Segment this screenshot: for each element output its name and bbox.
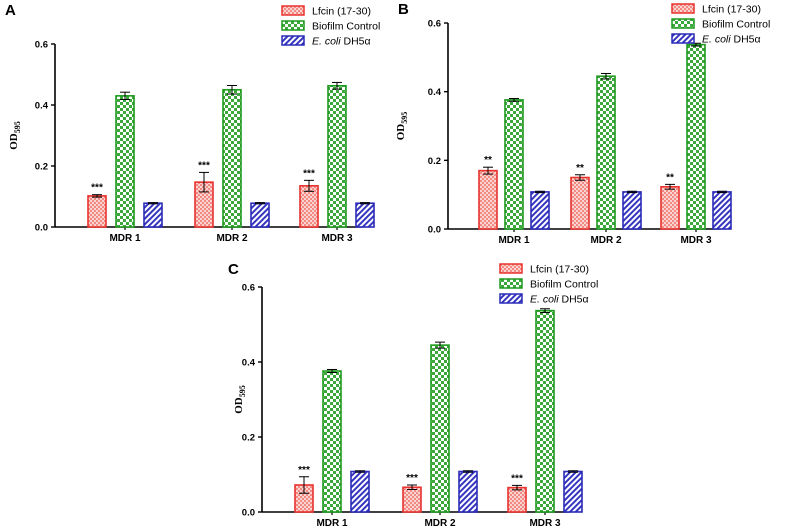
legend-swatch bbox=[671, 3, 695, 14]
legend-swatch bbox=[499, 278, 523, 289]
significance-label: *** bbox=[511, 473, 523, 484]
panel-b: B 0.0 0.2 0.4 0.6 OD595 MDR 1 MDR 2 MDR 3 ** ** ** L… bbox=[395, 1, 770, 246]
y-tick-label: 0.6 bbox=[242, 283, 255, 294]
legend-label: Biofilm Control bbox=[702, 19, 770, 31]
bar bbox=[530, 191, 550, 230]
y-axis-label: OD595 bbox=[8, 121, 22, 150]
bar bbox=[143, 202, 163, 228]
significance-label: ** bbox=[576, 163, 584, 174]
bar bbox=[402, 486, 422, 513]
y-tick-label: 0.4 bbox=[35, 101, 49, 112]
significance-label: ** bbox=[484, 155, 492, 166]
y-axis-label-subscript: 595 bbox=[400, 112, 409, 124]
bar bbox=[563, 470, 583, 513]
y-tick-label: 0.2 bbox=[428, 156, 441, 167]
y-tick-label: 0.6 bbox=[35, 40, 48, 51]
x-tick-label: MDR 1 bbox=[109, 233, 141, 244]
legend-label-italic: E. coli bbox=[530, 294, 559, 306]
legend-label: Lfcin (17-30) bbox=[530, 264, 589, 276]
y-axis-label-subscript: 595 bbox=[13, 121, 22, 133]
panel-c: C 0.0 0.2 0.4 0.6 OD595 MDR 1 MDR 2 MDR 3 *** *** *… bbox=[228, 261, 598, 526]
x-tick-label: MDR 2 bbox=[590, 235, 622, 246]
legend-label: E. coli DH5α bbox=[702, 34, 761, 46]
y-axis-label: OD595 bbox=[233, 385, 247, 414]
legend-swatch bbox=[671, 18, 695, 29]
bar bbox=[250, 202, 270, 228]
bar bbox=[115, 95, 135, 228]
significance-label: *** bbox=[298, 465, 310, 476]
legend-swatch bbox=[281, 20, 305, 31]
bar bbox=[350, 470, 370, 513]
bar bbox=[327, 84, 347, 228]
legend-label: E. coli DH5α bbox=[530, 294, 589, 306]
bar bbox=[322, 370, 342, 513]
y-tick-label: 0.0 bbox=[428, 225, 441, 236]
x-tick-label: MDR 3 bbox=[529, 518, 561, 526]
bar bbox=[504, 99, 524, 230]
panel-label: A bbox=[5, 2, 16, 19]
legend-label-italic: E. coli bbox=[312, 36, 341, 48]
significance-label: ** bbox=[666, 172, 674, 183]
bar bbox=[430, 344, 450, 513]
x-tick-label: MDR 3 bbox=[680, 235, 712, 246]
legend-label: Lfcin (17-30) bbox=[312, 6, 371, 18]
legend-label: Biofilm Control bbox=[312, 21, 380, 33]
y-axis-label: OD595 bbox=[395, 112, 409, 141]
bar bbox=[87, 195, 107, 228]
panel-label: C bbox=[228, 261, 239, 278]
legend-swatch bbox=[499, 293, 523, 304]
legend-swatch bbox=[671, 33, 695, 44]
bar bbox=[299, 185, 319, 228]
y-axis-label-subscript: 595 bbox=[238, 385, 247, 397]
panel-a: A 0.0 0.2 0.4 0.6 OD595 MDR 1 MDR 2 MDR 3 *** *** *… bbox=[5, 2, 380, 244]
y-tick-label: 0.4 bbox=[242, 358, 256, 369]
y-tick-label: 0.4 bbox=[428, 87, 442, 98]
bar bbox=[596, 75, 616, 230]
bar bbox=[622, 191, 642, 230]
legend-swatch bbox=[499, 263, 523, 274]
x-tick-label: MDR 1 bbox=[316, 518, 348, 526]
significance-label: *** bbox=[303, 168, 315, 179]
bar bbox=[478, 169, 498, 230]
panel-label: B bbox=[398, 1, 409, 18]
bar bbox=[222, 88, 242, 228]
significance-label: *** bbox=[91, 183, 103, 194]
bar bbox=[535, 309, 555, 513]
y-tick-label: 0.0 bbox=[35, 223, 48, 234]
bar bbox=[686, 43, 706, 230]
bar bbox=[712, 191, 732, 230]
bar bbox=[570, 176, 590, 230]
legend-label: Lfcin (17-30) bbox=[702, 4, 761, 16]
y-tick-label: 0.0 bbox=[242, 508, 255, 519]
bar bbox=[660, 185, 680, 230]
x-tick-label: MDR 2 bbox=[216, 233, 248, 244]
x-tick-label: MDR 3 bbox=[321, 233, 353, 244]
legend-label-rest: DH5α bbox=[731, 34, 761, 46]
y-tick-label: 0.2 bbox=[242, 433, 255, 444]
bar bbox=[355, 202, 375, 228]
legend-label-rest: DH5α bbox=[341, 36, 371, 48]
significance-label: *** bbox=[198, 160, 210, 171]
legend-swatch bbox=[281, 5, 305, 16]
y-tick-label: 0.6 bbox=[428, 19, 441, 30]
legend-label: E. coli DH5α bbox=[312, 36, 371, 48]
y-tick-label: 0.2 bbox=[35, 162, 48, 173]
bar bbox=[458, 470, 478, 513]
bar bbox=[507, 486, 527, 513]
x-tick-label: MDR 2 bbox=[424, 518, 456, 526]
legend-swatch bbox=[281, 35, 305, 46]
x-tick-label: MDR 1 bbox=[498, 235, 530, 246]
legend-label: Biofilm Control bbox=[530, 279, 598, 291]
legend-label-italic: E. coli bbox=[702, 34, 731, 46]
significance-label: *** bbox=[406, 473, 418, 484]
legend-label-rest: DH5α bbox=[559, 294, 589, 306]
